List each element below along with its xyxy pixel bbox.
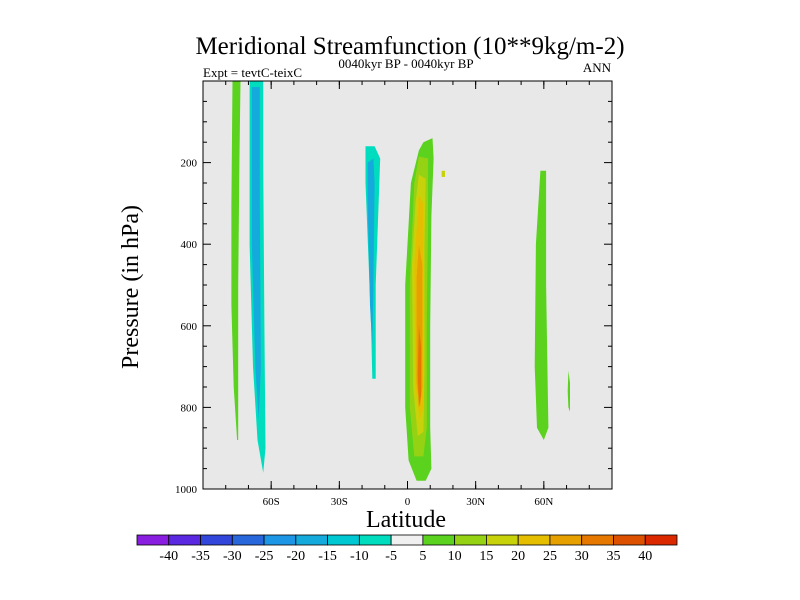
contour-region-nh-small-green (567, 370, 570, 412)
colorbar-swatch (454, 534, 487, 546)
contour-region-nh-dot-yellow (441, 170, 445, 177)
x-tick-label: 60N (534, 496, 553, 508)
colorbar-label: -10 (350, 549, 369, 564)
subtitle-right: ANN (583, 60, 612, 75)
contour-region-sh-green-column (231, 81, 241, 440)
y-tick-label: 1000 (175, 484, 198, 496)
colorbar-swatch (231, 534, 265, 546)
subtitle-center: 0040kyr BP - 0040kyr BP (338, 56, 473, 71)
x-axis-title: Latitude (366, 507, 446, 533)
colorbar-label: 15 (479, 549, 493, 564)
colorbar-swatch (263, 534, 297, 546)
colorbar-swatch (517, 534, 551, 546)
x-tick-label: 30N (466, 496, 485, 508)
colorbar-swatch (644, 534, 678, 546)
colorbar-swatch (549, 534, 583, 546)
contour-regions (231, 81, 570, 481)
contour-region-sh-blue-core (251, 87, 261, 420)
contour-region-nh-tropical-30 (417, 325, 422, 408)
colorbar-swatch (295, 534, 328, 546)
contour-region-nh-midlat-green (534, 170, 549, 441)
colorbar-swatch (581, 534, 614, 546)
colorbar-label: -25 (255, 549, 274, 564)
colorbar-label: 40 (638, 549, 652, 564)
colorbar-label: 25 (543, 549, 557, 564)
y-tick-label: 800 (181, 402, 198, 414)
colorbar-label: 5 (419, 549, 426, 564)
x-tick-label: 30S (331, 496, 348, 508)
contour-region-tropical-blue-core (367, 158, 375, 347)
colorbar-label: -5 (385, 549, 397, 564)
y-tick-label: 600 (181, 321, 198, 333)
colorbar-swatch (327, 534, 360, 546)
colorbar-label: -30 (223, 549, 242, 564)
chart-title: Meridional Streamfunction (10**9kg/m-2) (195, 33, 624, 60)
colorbar-label: -15 (318, 549, 337, 564)
colorbar-label: 20 (511, 549, 525, 564)
colorbar-label: -40 (159, 549, 178, 564)
colorbar: -40 -35 -30 -25 -20 -15 -10 -5 5 10 15 20 25 30 35 40 (136, 534, 678, 564)
y-axis-title: Pressure (in hPa) (118, 205, 144, 369)
x-tick-label: 60S (263, 496, 280, 508)
colorbar-swatch (136, 534, 170, 546)
colorbar-swatch (486, 534, 519, 546)
colorbar-label: 30 (575, 549, 589, 564)
colorbar-swatch (358, 534, 392, 546)
axis-ticks: 60S 30S 0 30N 60N 200 400 600 800 1000 (175, 81, 613, 508)
colorbar-swatch (390, 534, 424, 546)
x-tick-label: 0 (405, 496, 411, 508)
colorbar-label: -35 (191, 549, 210, 564)
colorbar-swatch (422, 534, 456, 546)
subtitle-left: Expt = tevtC-teixC (203, 65, 302, 80)
colorbar-swatch (200, 534, 233, 546)
colorbar-swatch (613, 534, 646, 546)
colorbar-label: 35 (606, 549, 620, 564)
colorbar-label: -20 (286, 549, 305, 564)
y-tick-label: 200 (181, 158, 198, 170)
colorbar-label: 10 (448, 549, 462, 564)
colorbar-swatch (168, 534, 201, 546)
y-tick-label: 400 (181, 239, 198, 251)
